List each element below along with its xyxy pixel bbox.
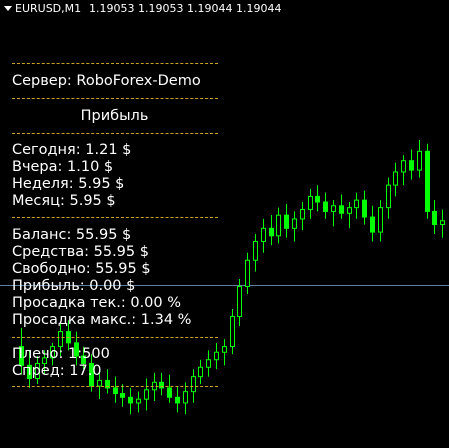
balance-label: Баланс: 55.95 $ (12, 227, 132, 243)
candle (113, 376, 118, 403)
profit-today: Сегодня: 1.21 $ (12, 142, 132, 158)
candle (370, 205, 375, 242)
profit-week: Неделя: 5.95 $ (12, 176, 125, 192)
candle (308, 188, 313, 219)
separator-line (12, 217, 218, 218)
candle (401, 155, 406, 186)
spread-label: Спред: 17.0 (12, 363, 102, 379)
candle (253, 233, 258, 272)
candle (432, 200, 437, 234)
candle (409, 149, 414, 180)
candle (315, 185, 320, 212)
candle (347, 202, 352, 229)
candle (339, 194, 344, 219)
candle (50, 342, 55, 366)
profit-yesterday: Вчера: 1.10 $ (12, 159, 114, 175)
candle (331, 200, 336, 227)
profit-month: Месяц: 5.95 $ (12, 193, 116, 209)
candle (214, 342, 219, 370)
separator-line (12, 63, 218, 64)
candle (323, 192, 328, 219)
candle (206, 350, 211, 377)
current-profit-label: Прибыль: 0.00 $ (12, 278, 136, 294)
candle (159, 372, 164, 396)
server-label: Сервер: RoboForex-Demo (12, 73, 201, 89)
drawdown-max-label: Просадка макс.: 1.34 % (12, 312, 192, 328)
candle (386, 177, 391, 219)
candle (284, 203, 289, 238)
separator-line (12, 337, 218, 338)
profit-title: Прибыль (80, 108, 149, 124)
quote-high: 1.19053 (138, 2, 184, 15)
separator-line (12, 386, 218, 387)
dropdown-triangle-icon[interactable] (4, 6, 12, 11)
drawdown-current-label: Просадка тек.: 0.00 % (12, 295, 182, 311)
candle (144, 378, 149, 411)
candle (35, 355, 40, 385)
candle (425, 143, 430, 219)
candle (362, 190, 367, 225)
candle (58, 324, 63, 356)
candle (27, 350, 32, 388)
candle (269, 215, 274, 246)
candle (300, 202, 305, 231)
candle (136, 391, 141, 413)
candle (292, 211, 297, 242)
candle (276, 207, 281, 244)
quote-low: 1.19044 (187, 2, 233, 15)
candle (167, 374, 172, 403)
candle (245, 252, 250, 295)
candle (393, 162, 398, 197)
separator-line (12, 98, 218, 99)
leverage-label: Плечо: 1:500 (12, 346, 110, 362)
chart-header: EURUSD,M1 1.19053 1.19053 1.19044 1.1904… (0, 0, 449, 18)
candle (120, 384, 125, 407)
candle (42, 350, 47, 375)
candle (417, 140, 422, 178)
candle (222, 339, 227, 366)
candle (105, 369, 110, 394)
candle (378, 200, 383, 242)
equity-label: Средства: 55.95 $ (12, 244, 149, 260)
quote-close: 1.19044 (236, 2, 282, 15)
free-margin-label: Свободно: 55.95 $ (12, 261, 151, 277)
symbol-timeframe: EURUSD,M1 (15, 2, 82, 15)
candle (175, 386, 180, 413)
candle (198, 359, 203, 385)
candle (354, 192, 359, 219)
candle (440, 209, 445, 238)
quote-open: 1.19053 (89, 2, 135, 15)
separator-line (12, 133, 218, 134)
candle (128, 387, 133, 415)
candle (230, 309, 235, 355)
candle (81, 346, 86, 370)
candle (183, 382, 188, 415)
candle (237, 279, 242, 326)
candle (19, 327, 24, 375)
candle (261, 218, 266, 253)
